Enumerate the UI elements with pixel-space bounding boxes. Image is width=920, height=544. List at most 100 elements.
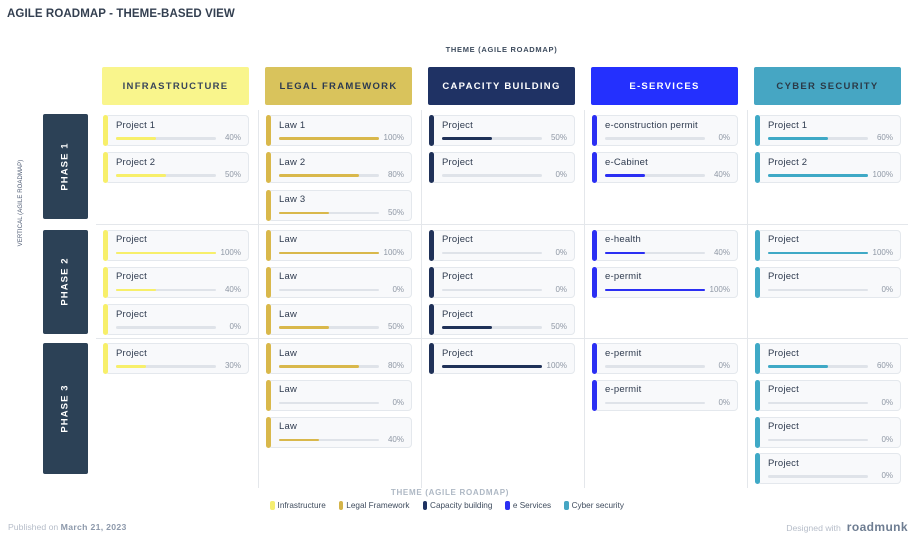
progress-bar-track xyxy=(116,326,216,329)
progress-bar-track xyxy=(116,251,216,254)
roadmap-item-card[interactable]: e-health 40% xyxy=(592,229,738,261)
card-title: Project 1 xyxy=(116,119,156,131)
card-theme-accent-bar xyxy=(429,304,434,336)
progress-bar-fill xyxy=(768,174,868,177)
progress-percent: 40% xyxy=(224,133,241,142)
roadmap-item-card[interactable]: e-construction permit 0% xyxy=(592,115,738,146)
progress-percent: 100% xyxy=(383,247,404,257)
card-title: Project xyxy=(768,271,799,283)
column-header-e-services: E-SERVICES xyxy=(591,67,738,105)
card-title: Project xyxy=(116,308,147,320)
progress-bar-track xyxy=(768,137,868,140)
card-body xyxy=(268,229,412,261)
roadmap-item-card[interactable]: Law 100% xyxy=(266,229,412,261)
roadmap-item-card[interactable]: Project 0% xyxy=(429,266,575,298)
legend-item: Infrastructure xyxy=(270,501,326,510)
roadmap-item-card[interactable]: Project 2 50% xyxy=(103,152,249,184)
roadmap-item-card[interactable]: Law 80% xyxy=(266,343,412,374)
progress-bar-track xyxy=(279,288,379,292)
roadmap-item-card[interactable]: Project 60% xyxy=(755,343,901,374)
theme-axis-label-top: THEME (AGILE ROADMAP) xyxy=(445,45,558,54)
card-theme-accent-bar xyxy=(755,343,760,374)
progress-percent: 100% xyxy=(872,247,893,257)
card-body xyxy=(594,379,738,411)
roadmap-item-card[interactable]: Project 30% xyxy=(103,343,249,374)
progress-bar-track xyxy=(605,137,705,140)
progress-bar-track xyxy=(116,137,216,140)
roadmap-item-card[interactable]: Law 2 80% xyxy=(266,152,412,184)
progress-bar-fill xyxy=(116,288,156,292)
progress-percent: 0% xyxy=(718,397,730,407)
roadmap-item-card[interactable]: Law 1 100% xyxy=(266,115,412,146)
roadmap-item-card[interactable]: Project 1 40% xyxy=(103,115,249,146)
progress-bar-fill xyxy=(116,251,216,254)
roadmap-item-card[interactable]: Project 0% xyxy=(755,416,901,448)
progress-bar-track xyxy=(605,365,705,368)
roadmap-item-card[interactable]: Project 0% xyxy=(755,266,901,298)
roadmap-item-card[interactable]: Project 2 100% xyxy=(755,152,901,184)
card-body xyxy=(268,416,412,448)
card-theme-accent-bar xyxy=(266,343,271,374)
card-theme-accent-bar xyxy=(755,416,760,448)
progress-percent: 0% xyxy=(555,284,567,294)
card-theme-accent-bar xyxy=(755,379,760,411)
card-theme-accent-bar xyxy=(103,115,108,146)
column-separator-line xyxy=(746,110,748,488)
progress-bar-track xyxy=(442,137,542,140)
card-body xyxy=(594,229,738,261)
roadmap-item-card[interactable]: Project 0% xyxy=(429,152,575,184)
published-prefix: Published on xyxy=(8,522,59,532)
card-title: Law xyxy=(279,271,298,283)
roadmap-item-card[interactable]: e-permit 0% xyxy=(592,343,738,374)
legend-label: Infrastructure xyxy=(277,501,326,510)
column-separator-line xyxy=(257,110,259,488)
card-body xyxy=(757,152,901,184)
progress-bar-fill xyxy=(442,365,542,368)
page-title: AGILE ROADMAP - THEME-BASED VIEW xyxy=(7,8,235,20)
roadmap-item-card[interactable]: Project 100% xyxy=(429,343,575,374)
roadmap-item-card[interactable]: Project 0% xyxy=(755,379,901,411)
legend-label: Cyber security xyxy=(571,501,624,510)
phase-box-phase-3: PHASE 3 xyxy=(43,343,88,475)
roadmap-item-card[interactable]: Project 50% xyxy=(429,115,575,146)
roadmap-item-card[interactable]: Project 40% xyxy=(103,266,249,298)
roadmap-item-card[interactable]: Project 0% xyxy=(103,304,249,336)
card-theme-accent-bar xyxy=(592,152,597,184)
card-theme-accent-bar xyxy=(429,229,434,261)
progress-percent: 40% xyxy=(387,434,404,444)
progress-bar-track xyxy=(605,251,705,254)
roadmap-item-card[interactable]: Project 0% xyxy=(429,229,575,261)
progress-bar-fill xyxy=(279,326,329,329)
progress-percent: 0% xyxy=(881,434,893,444)
roadmap-item-card[interactable]: e-Cabinet 40% xyxy=(592,152,738,184)
card-title: Law 3 xyxy=(279,194,306,206)
roadmap-item-card[interactable]: e-permit 100% xyxy=(592,266,738,298)
phase-separator-line xyxy=(96,338,908,340)
roadmap-item-card[interactable]: Law 0% xyxy=(266,379,412,411)
roadmunk-logo[interactable]: roadmunk xyxy=(846,520,908,534)
roadmap-item-card[interactable]: Project 100% xyxy=(755,229,901,261)
card-title: e-permit xyxy=(605,271,642,283)
column-header-legal-framework: LEGAL FRAMEWORK xyxy=(265,67,412,105)
card-body xyxy=(268,152,412,184)
progress-bar-fill xyxy=(605,251,645,254)
roadmap-item-card[interactable]: Project 50% xyxy=(429,304,575,336)
roadmap-item-card[interactable]: Project 1 60% xyxy=(755,115,901,146)
card-body xyxy=(594,115,738,146)
roadmap-item-card[interactable]: Law 3 50% xyxy=(266,189,412,221)
roadmap-item-card[interactable]: Law 40% xyxy=(266,416,412,448)
card-title: Project 1 xyxy=(768,119,808,131)
roadmap-item-card[interactable]: Law 0% xyxy=(266,266,412,298)
progress-percent: 0% xyxy=(881,471,893,481)
card-theme-accent-bar xyxy=(103,152,108,184)
roadmap-item-card[interactable]: Project 100% xyxy=(103,229,249,261)
roadmap-item-card[interactable]: Law 50% xyxy=(266,304,412,336)
progress-bar-track xyxy=(279,174,379,177)
card-theme-accent-bar xyxy=(429,115,434,146)
card-title: Project xyxy=(442,308,473,320)
roadmap-item-card[interactable]: e-permit 0% xyxy=(592,379,738,411)
card-title: Law xyxy=(279,347,298,359)
roadmap-item-card[interactable]: Project 0% xyxy=(755,453,901,485)
card-body xyxy=(594,266,738,298)
